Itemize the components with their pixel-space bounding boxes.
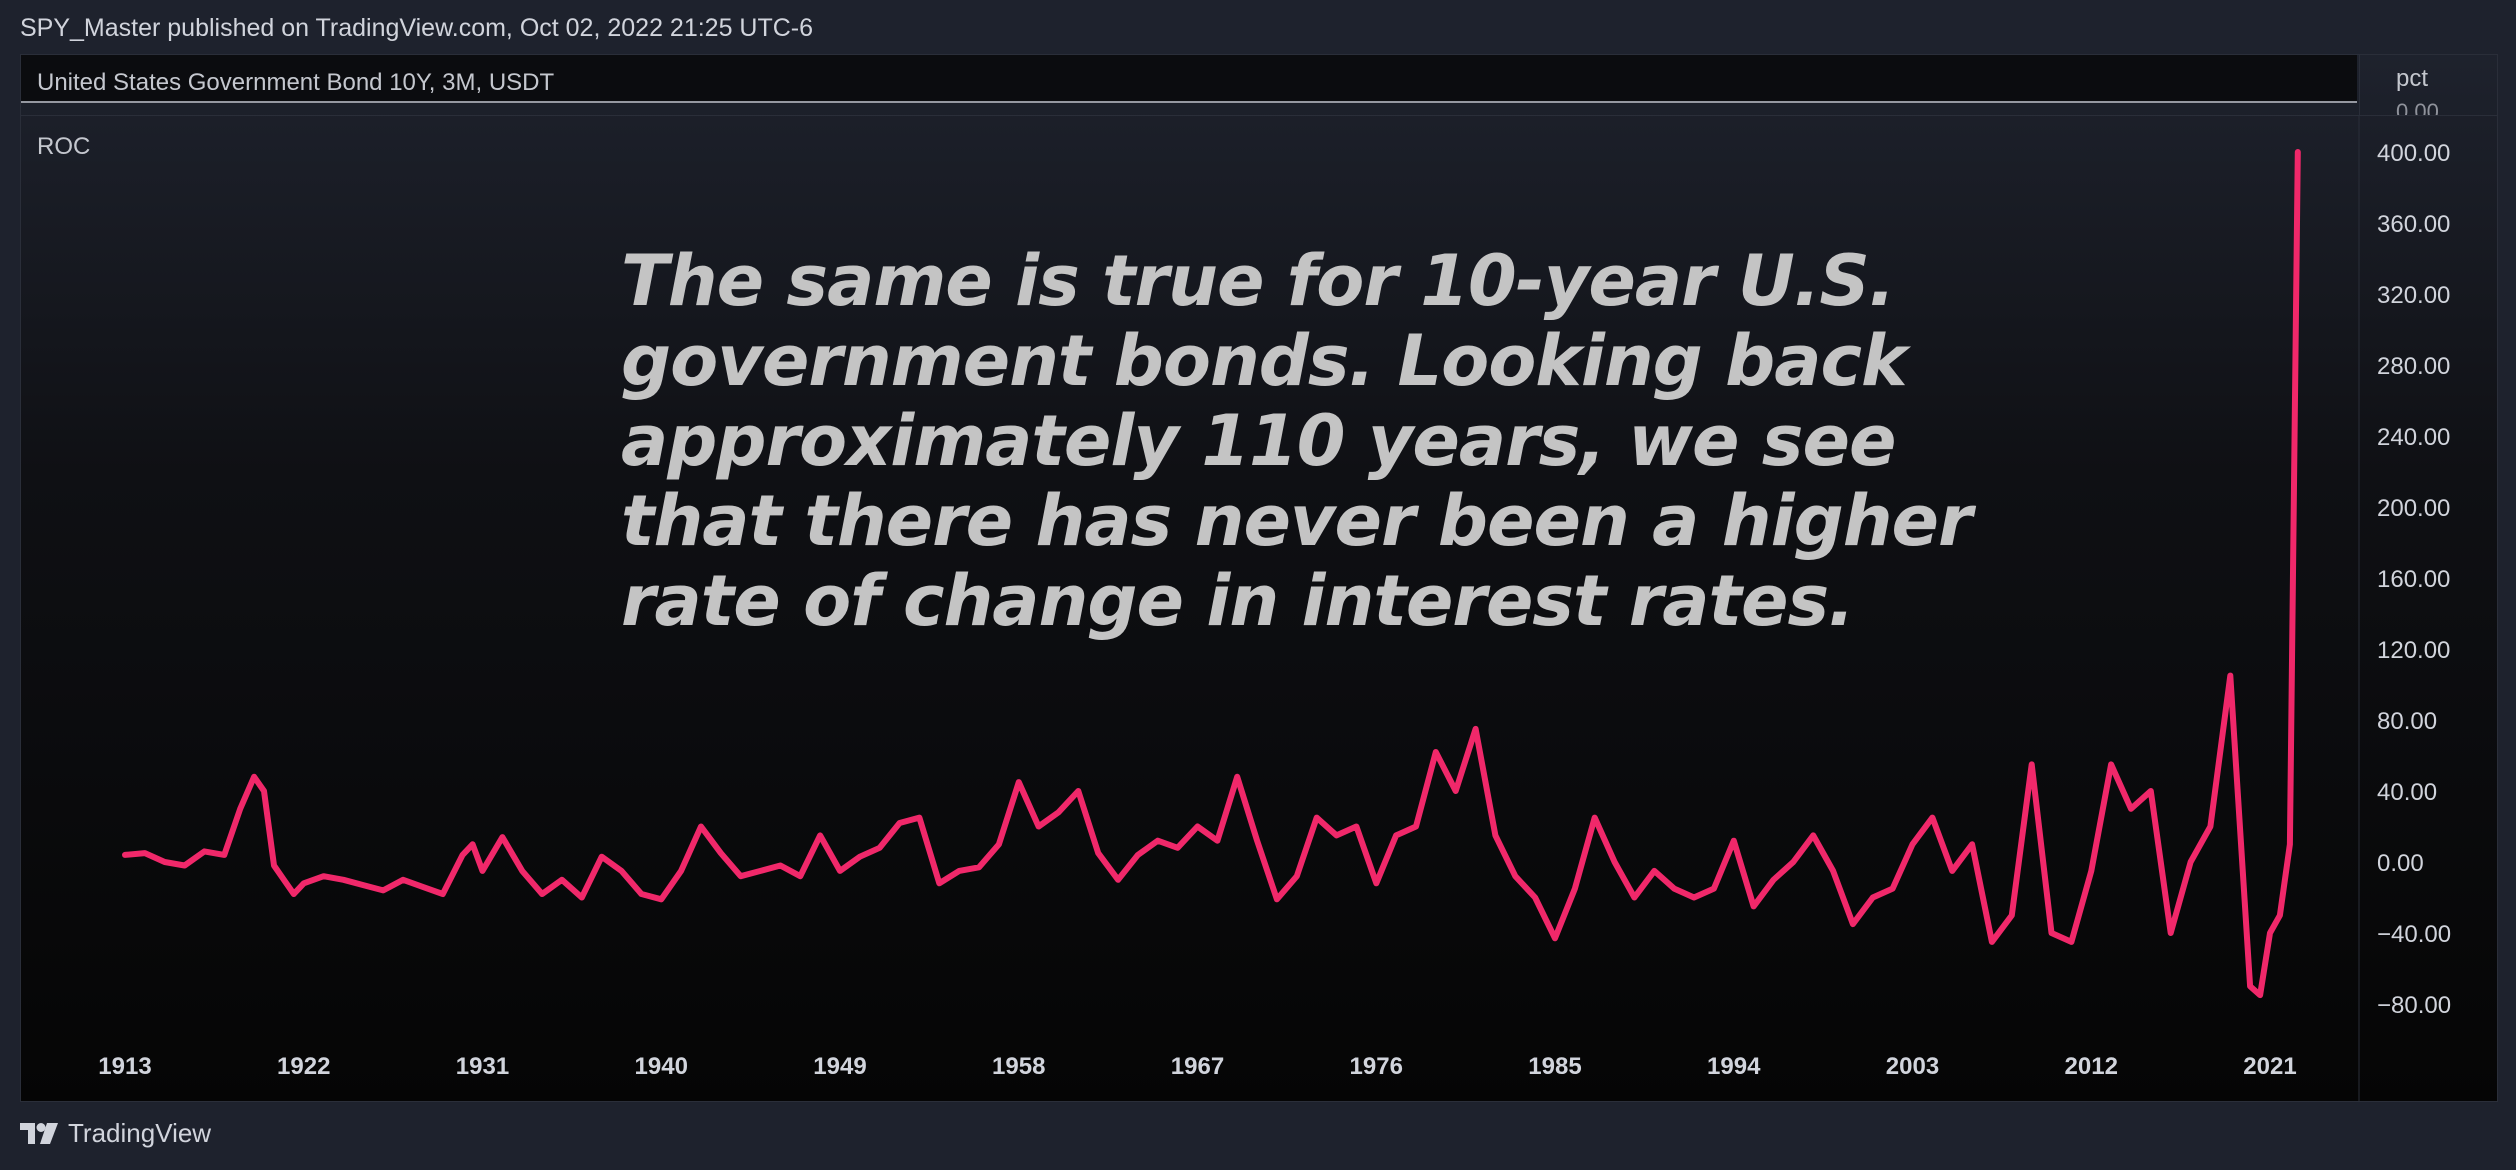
x-tick-label: 1913	[98, 1053, 151, 1080]
x-tick-label: 1994	[1707, 1053, 1761, 1080]
price-pane[interactable]: United States Government Bond 10Y, 3M, U…	[21, 55, 2357, 103]
x-tick-label: 1976	[1350, 1053, 1403, 1080]
annotation-text: The same is true for 10-year U.S. govern…	[621, 240, 1973, 642]
symbol-title: United States Government Bond 10Y, 3M, U…	[37, 69, 555, 96]
price-axis-label: 0.00	[2396, 99, 2439, 115]
y-axis-ticks: 400.00 360.00 320.00 280.00 240.00 200.00 160.…	[2377, 140, 2451, 1019]
y-tick-label: −80.00	[2377, 992, 2451, 1019]
x-tick-label: 1985	[1528, 1053, 1581, 1080]
x-tick-label: 1922	[277, 1053, 330, 1080]
x-tick-label: 1949	[813, 1053, 866, 1080]
series-layer	[122, 149, 2301, 999]
indicator-label: ROC	[37, 133, 91, 160]
x-tick-label: 2003	[1886, 1053, 1939, 1080]
y-tick-label: 400.00	[2377, 140, 2450, 167]
x-tick-label: 1958	[992, 1053, 1045, 1080]
price-axis[interactable]: pct 0.00	[2359, 55, 2497, 115]
x-tick-label: 1967	[1171, 1053, 1224, 1080]
y-tick-label: −40.00	[2377, 921, 2451, 948]
brand-name: TradingView	[68, 1118, 212, 1148]
x-tick-label: 1940	[635, 1053, 688, 1080]
x-axis-ticks: 1913 1922 1931 1940 1949 1958 1967 1976 1985 1994…	[98, 1053, 2296, 1080]
x-tick-label: 1931	[456, 1053, 509, 1080]
y-tick-label: 0.00	[2377, 850, 2424, 877]
pane-separator[interactable]	[21, 115, 2497, 116]
y-tick-label: 360.00	[2377, 211, 2450, 238]
y-tick-label: 40.00	[2377, 779, 2437, 806]
price-axis-unit: pct	[2396, 65, 2429, 92]
roc-series-line[interactable]	[122, 149, 2301, 999]
y-tick-label: 280.00	[2377, 353, 2450, 380]
footer-brand[interactable]: TradingView	[20, 1118, 211, 1149]
roc-chart[interactable]: 400.00 360.00 320.00 280.00 240.00 200.00 160.…	[21, 55, 2497, 1101]
y-tick-label: 200.00	[2377, 495, 2450, 522]
publish-line: SPY_Master published on TradingView.com,…	[20, 14, 814, 42]
x-tick-label: 2012	[2065, 1053, 2118, 1080]
y-tick-label: 320.00	[2377, 282, 2450, 309]
x-tick-label: 2021	[2243, 1053, 2296, 1080]
y-tick-label: 160.00	[2377, 566, 2450, 593]
y-tick-label: 80.00	[2377, 708, 2437, 735]
y-tick-label: 240.00	[2377, 424, 2450, 451]
tradingview-logo-icon	[20, 1122, 58, 1145]
chart-frame[interactable]: United States Government Bond 10Y, 3M, U…	[20, 54, 2498, 1102]
y-tick-label: 120.00	[2377, 637, 2450, 664]
